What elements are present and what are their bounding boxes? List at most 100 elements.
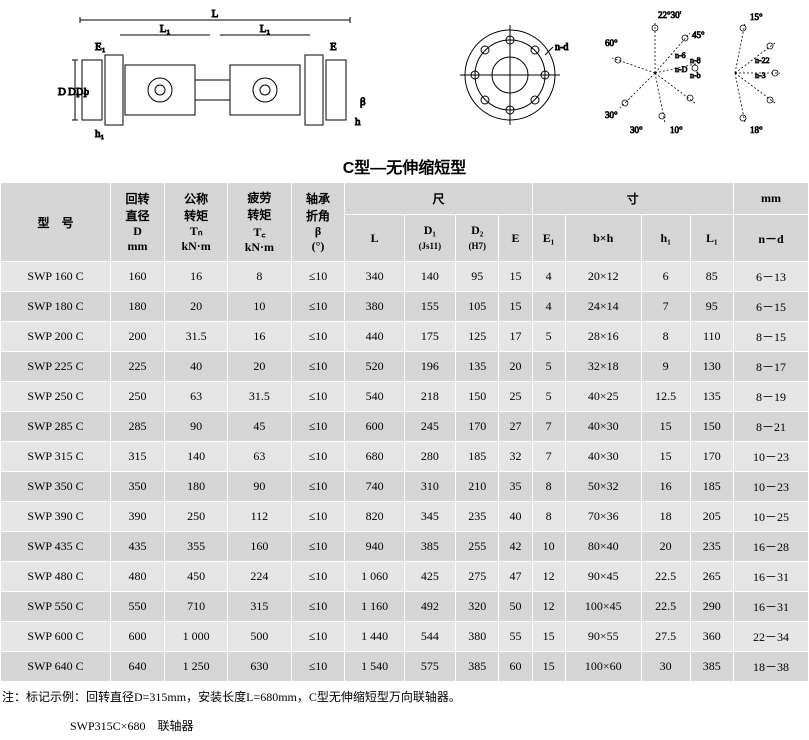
table-cell: 30 (641, 652, 690, 682)
table-cell: 85 (690, 262, 734, 292)
svg-text:E₁: E₁ (95, 41, 106, 53)
table-cell: 500 (228, 622, 291, 652)
col-Tn: 公称转矩TₙkN·m (165, 183, 228, 262)
table-cell: 200 (111, 322, 165, 352)
table-cell: 345 (404, 502, 455, 532)
table-cell: 40×30 (565, 412, 641, 442)
table-cell: 31.5 (228, 382, 291, 412)
table-cell: 380 (345, 292, 404, 322)
table-cell: 150 (690, 412, 734, 442)
table-cell: 10 (228, 292, 291, 322)
table-cell: 600 (111, 622, 165, 652)
table-cell: 315 (111, 442, 165, 472)
col-nd: n－d (734, 215, 809, 262)
angle-diagram-1: 22°30' 45° 60° 30° 30° 10° n-6 n-8 n-D n… (600, 8, 710, 138)
table-cell: SWP 480 C (1, 562, 111, 592)
table-cell: 4 (532, 292, 565, 322)
table-cell: 265 (690, 562, 734, 592)
table-cell: 170 (455, 412, 499, 442)
table-cell: 42 (499, 532, 532, 562)
table-cell: 5 (532, 352, 565, 382)
col-Tf: 疲劳转矩T꜀kN·m (228, 183, 291, 262)
table-cell: 135 (455, 352, 499, 382)
col-bh: b×h (565, 215, 641, 262)
table-row: SWP 480 C480450224≤101 060425275471290×4… (1, 562, 809, 592)
svg-text:n-8: n-8 (690, 56, 701, 65)
svg-text:n-22: n-22 (755, 56, 770, 65)
table-cell: 1 060 (345, 562, 404, 592)
table-row: SWP 160 C160168≤103401409515420×126856－1… (1, 262, 809, 292)
table-cell: 175 (404, 322, 455, 352)
table-cell: 47 (499, 562, 532, 592)
table-row: SWP 600 C6001 000500≤101 440544380551590… (1, 622, 809, 652)
table-cell: 360 (690, 622, 734, 652)
table-cell: SWP 250 C (1, 382, 111, 412)
table-row: SWP 435 C435355160≤10940385255421080×402… (1, 532, 809, 562)
col-L: L (345, 215, 404, 262)
table-cell: 27 (499, 412, 532, 442)
col-model: 型 号 (1, 183, 111, 262)
page-title: C型—无伸缩短型 (0, 154, 809, 178)
table-cell: 680 (345, 442, 404, 472)
table-cell: 100×45 (565, 592, 641, 622)
footnote-1: 注：标记示例：回转直径D=315mm，安装长度L=680mm，C型无伸缩短型万向… (0, 682, 809, 711)
table-row: SWP 180 C1802010≤1038015510515424×147956… (1, 292, 809, 322)
col-E: E (499, 215, 532, 262)
table-cell: 8 (641, 322, 690, 352)
table-cell: 45 (228, 412, 291, 442)
table-cell: 12 (532, 562, 565, 592)
table-cell: SWP 350 C (1, 472, 111, 502)
table-cell: 28×16 (565, 322, 641, 352)
table-cell: 7 (641, 292, 690, 322)
table-cell: 1 250 (165, 652, 228, 682)
table-cell: 355 (165, 532, 228, 562)
table-cell: ≤10 (291, 502, 345, 532)
col-mm: mm (734, 183, 809, 215)
table-cell: ≤10 (291, 292, 345, 322)
table-cell: 385 (404, 532, 455, 562)
table-cell: 16 (165, 262, 228, 292)
svg-text:h₁: h₁ (95, 128, 105, 140)
table-cell: 285 (111, 412, 165, 442)
table-cell: 315 (228, 592, 291, 622)
table-cell: 310 (404, 472, 455, 502)
table-cell: SWP 200 C (1, 322, 111, 352)
table-cell: 15 (499, 292, 532, 322)
table-cell: 180 (111, 292, 165, 322)
table-cell: ≤10 (291, 262, 345, 292)
table-cell: 17 (499, 322, 532, 352)
table-cell: 1 540 (345, 652, 404, 682)
diagram-area: L L₁ L₁ E₁ E D D₁ D₂ b h₁ h β n-d (0, 0, 809, 150)
table-cell: 25 (499, 382, 532, 412)
table-cell: 40×25 (565, 382, 641, 412)
table-cell: 235 (455, 502, 499, 532)
svg-text:L: L (212, 8, 219, 20)
svg-text:30°: 30° (630, 125, 643, 135)
table-cell: 112 (228, 502, 291, 532)
table-cell: 18－38 (734, 652, 809, 682)
table-cell: 1 000 (165, 622, 228, 652)
table-cell: 640 (111, 652, 165, 682)
table-cell: 8－15 (734, 322, 809, 352)
table-cell: SWP 315 C (1, 442, 111, 472)
svg-text:n-6: n-6 (675, 51, 686, 60)
table-cell: 15 (641, 412, 690, 442)
table-cell: 5 (532, 322, 565, 352)
table-cell: 8－21 (734, 412, 809, 442)
table-cell: 600 (345, 412, 404, 442)
table-cell: 540 (345, 382, 404, 412)
svg-text:L₁: L₁ (260, 23, 271, 35)
table-cell: 9 (641, 352, 690, 382)
table-cell: 170 (690, 442, 734, 472)
table-cell: 8－19 (734, 382, 809, 412)
table-cell: 225 (111, 352, 165, 382)
table-cell: 205 (690, 502, 734, 532)
table-cell: 320 (455, 592, 499, 622)
table-cell: 440 (345, 322, 404, 352)
svg-text:b: b (84, 87, 89, 98)
table-cell: 1 160 (345, 592, 404, 622)
table-cell: 16 (641, 472, 690, 502)
table-cell: 275 (455, 562, 499, 592)
svg-text:60°: 60° (605, 38, 618, 48)
table-cell: SWP 435 C (1, 532, 111, 562)
